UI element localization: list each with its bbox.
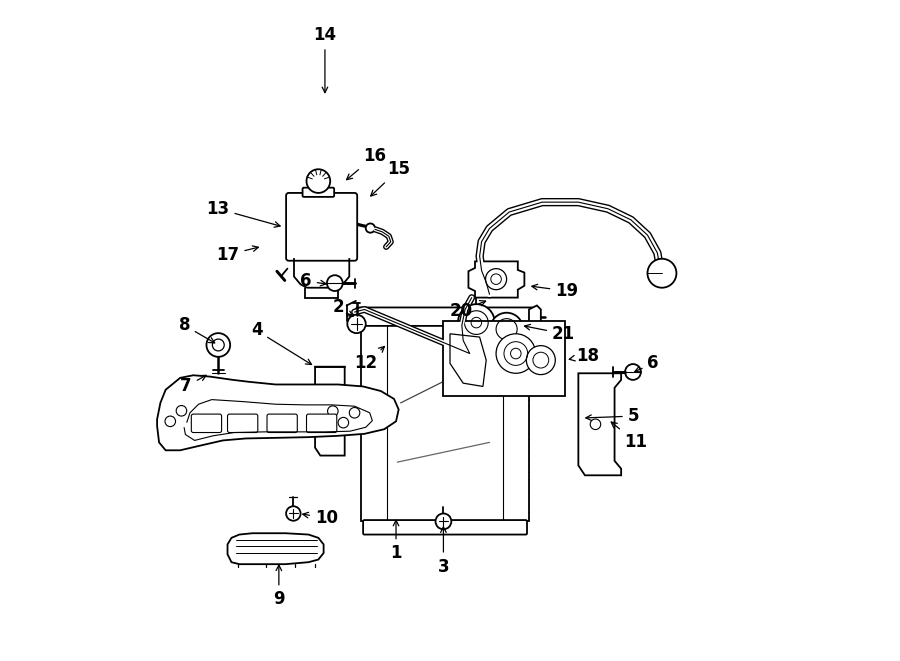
Circle shape [526,346,555,375]
Bar [361,324,529,522]
FancyBboxPatch shape [192,414,221,432]
Circle shape [647,258,677,288]
Text: 11: 11 [611,422,647,451]
Text: 14: 14 [313,26,337,93]
Circle shape [328,406,338,416]
Text: 16: 16 [346,147,386,180]
Text: 2: 2 [333,299,353,317]
Circle shape [436,514,451,529]
Text: 6: 6 [634,354,659,372]
Polygon shape [228,533,324,564]
Circle shape [206,333,230,357]
Text: 17: 17 [216,246,258,264]
FancyBboxPatch shape [307,414,337,432]
Polygon shape [529,305,541,334]
Text: 1: 1 [391,520,401,563]
Circle shape [165,416,176,426]
Circle shape [338,417,348,428]
Polygon shape [158,375,399,450]
Circle shape [496,334,536,373]
Circle shape [590,419,600,430]
Circle shape [212,339,224,351]
Circle shape [176,406,186,416]
Text: 6: 6 [301,272,326,290]
Text: 19: 19 [532,282,579,300]
Text: 7: 7 [180,375,206,395]
Polygon shape [468,261,525,297]
Circle shape [349,408,360,418]
FancyBboxPatch shape [286,193,357,260]
FancyBboxPatch shape [267,414,297,432]
FancyBboxPatch shape [302,188,334,197]
Text: 3: 3 [437,527,449,576]
Circle shape [307,169,330,193]
Text: 18: 18 [570,346,599,364]
Circle shape [327,275,343,291]
Text: 5: 5 [586,407,639,425]
Text: 20: 20 [450,301,486,320]
Circle shape [347,315,365,333]
Bar [444,321,565,397]
Circle shape [485,268,507,290]
Circle shape [286,506,301,521]
Circle shape [626,364,641,380]
Circle shape [365,223,375,233]
Text: 15: 15 [371,160,410,196]
FancyBboxPatch shape [356,307,535,326]
Text: 21: 21 [525,325,575,343]
Circle shape [458,304,495,341]
FancyBboxPatch shape [363,520,527,535]
Text: 4: 4 [251,321,311,364]
Polygon shape [579,373,621,475]
Text: 12: 12 [355,346,384,372]
Text: 8: 8 [178,316,215,343]
FancyBboxPatch shape [228,414,257,432]
Text: 9: 9 [273,565,284,609]
Text: 13: 13 [206,200,280,227]
Circle shape [491,313,523,346]
Polygon shape [315,367,345,455]
Text: 10: 10 [302,509,338,527]
